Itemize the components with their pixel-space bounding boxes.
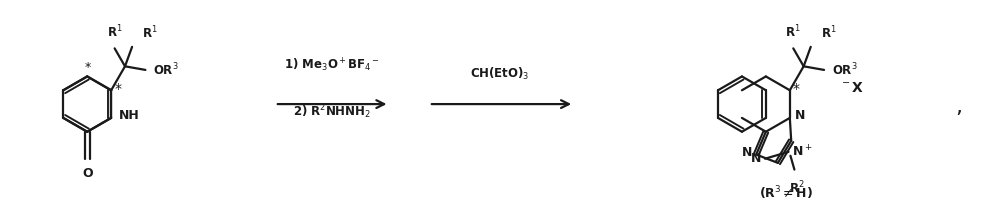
Text: *: * [114,82,121,96]
Text: NH: NH [119,109,140,123]
Text: R$^1$: R$^1$ [785,24,801,40]
Text: N: N [742,146,752,159]
Text: *: * [793,82,800,96]
Text: R$^1$: R$^1$ [142,24,158,41]
Text: R$^2$: R$^2$ [789,179,804,196]
Text: ,: , [956,97,963,117]
Text: N: N [751,152,761,165]
Text: R$^1$: R$^1$ [821,24,836,41]
Text: *: * [85,61,91,74]
Text: N$^+$: N$^+$ [792,144,813,159]
Text: N: N [795,109,805,123]
Text: OR$^3$: OR$^3$ [153,62,179,78]
Text: O: O [82,167,93,180]
Text: R$^1$: R$^1$ [107,24,122,40]
Text: $^-$X: $^-$X [839,81,864,95]
Text: CH(EtO)$_3$: CH(EtO)$_3$ [470,66,530,82]
Text: 1) Me$_3$O$^+$BF$_4$$^-$: 1) Me$_3$O$^+$BF$_4$$^-$ [284,57,380,74]
Text: 2) R$^2$NHNH$_2$: 2) R$^2$NHNH$_2$ [293,102,371,121]
Text: (R$^3$$\neq$H): (R$^3$$\neq$H) [759,184,813,202]
Text: OR$^3$: OR$^3$ [832,62,858,78]
